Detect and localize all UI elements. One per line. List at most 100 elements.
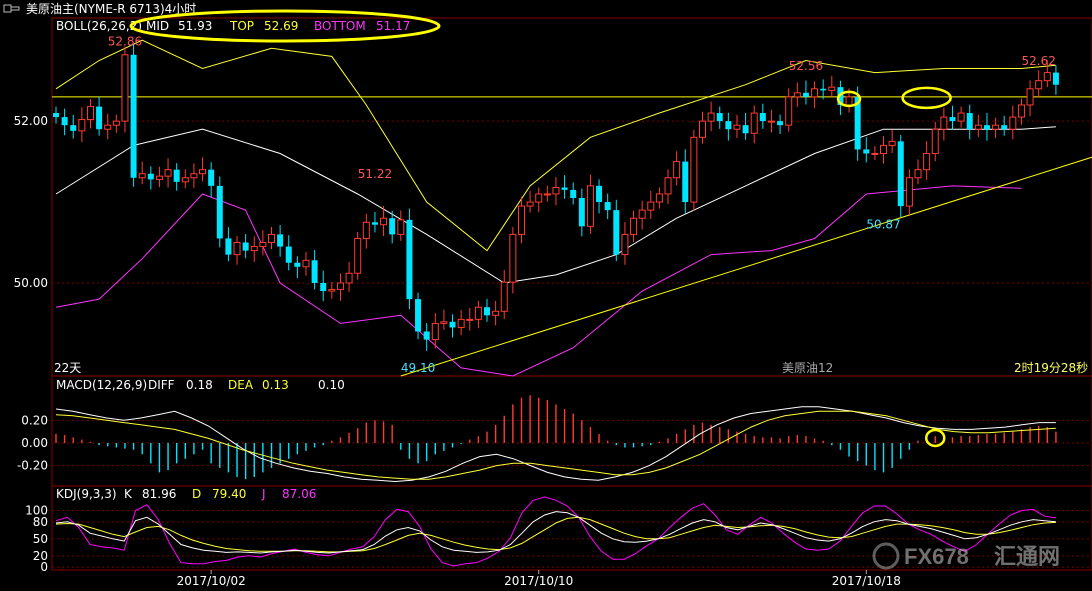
candle[interactable]	[285, 235, 292, 271]
candle[interactable]	[233, 236, 241, 265]
candle[interactable]	[121, 46, 129, 133]
candle[interactable]	[53, 106, 59, 124]
candle[interactable]	[777, 114, 784, 135]
candle[interactable]	[974, 114, 982, 137]
candle[interactable]	[966, 104, 973, 140]
candle[interactable]	[199, 157, 207, 182]
candle[interactable]	[517, 196, 525, 244]
candle[interactable]	[164, 158, 172, 188]
candle[interactable]	[905, 169, 913, 215]
candle[interactable]	[1026, 80, 1034, 117]
candle[interactable]	[277, 225, 284, 257]
macd-panel[interactable]	[55, 395, 1057, 483]
candle[interactable]	[216, 176, 223, 248]
candle[interactable]	[673, 151, 681, 186]
candle[interactable]	[138, 161, 146, 185]
kdj-panel[interactable]	[55, 496, 1056, 567]
candle[interactable]	[880, 136, 888, 164]
candle[interactable]	[759, 103, 766, 129]
candle[interactable]	[457, 309, 465, 336]
candle[interactable]	[655, 187, 663, 209]
candle[interactable]	[415, 292, 422, 340]
candle[interactable]	[535, 187, 543, 213]
candle[interactable]	[983, 112, 990, 141]
candle[interactable]	[621, 222, 629, 265]
candle[interactable]	[70, 114, 77, 139]
candle[interactable]	[871, 146, 879, 160]
candle[interactable]	[320, 270, 327, 302]
candle[interactable]	[1001, 115, 1008, 136]
candle[interactable]	[389, 210, 396, 244]
candle[interactable]	[406, 208, 413, 310]
candle[interactable]	[250, 236, 258, 262]
candle[interactable]	[1017, 98, 1025, 125]
candle[interactable]	[1043, 60, 1051, 88]
candle[interactable]	[647, 190, 655, 220]
candle[interactable]	[500, 269, 508, 319]
candle[interactable]	[931, 121, 939, 162]
candle[interactable]	[509, 226, 517, 294]
candle[interactable]	[311, 249, 318, 290]
candle[interactable]	[750, 105, 758, 144]
candle[interactable]	[61, 108, 68, 136]
candle[interactable]	[423, 323, 430, 351]
candle[interactable]	[793, 82, 801, 107]
candle[interactable]	[440, 309, 448, 330]
price-panel[interactable]: 52.86 51.22 49.10 52.56 50.87 52.62	[52, 35, 1092, 377]
candle[interactable]	[96, 97, 103, 136]
candle[interactable]	[638, 200, 646, 230]
candle[interactable]	[802, 80, 809, 105]
candle[interactable]	[725, 112, 732, 141]
candle[interactable]	[147, 166, 154, 190]
candle[interactable]	[854, 86, 861, 161]
candle[interactable]	[181, 169, 189, 189]
candle[interactable]	[957, 106, 965, 128]
candle[interactable]	[474, 300, 482, 329]
candle[interactable]	[380, 205, 388, 237]
candle[interactable]	[371, 211, 378, 233]
candle[interactable]	[699, 111, 706, 144]
candle[interactable]	[586, 174, 594, 235]
candle[interactable]	[664, 169, 672, 205]
candle[interactable]	[604, 193, 611, 220]
candle[interactable]	[742, 112, 749, 140]
candle[interactable]	[259, 230, 267, 256]
candle[interactable]	[208, 162, 215, 198]
candle[interactable]	[785, 88, 793, 132]
candle[interactable]	[242, 234, 249, 259]
candle[interactable]	[1035, 70, 1043, 98]
candle[interactable]	[888, 130, 896, 154]
candle[interactable]	[716, 106, 723, 129]
candle[interactable]	[578, 188, 585, 237]
candle[interactable]	[492, 300, 500, 326]
candle[interactable]	[820, 79, 827, 100]
candle[interactable]	[914, 159, 922, 185]
candle[interactable]	[190, 163, 198, 188]
candle[interactable]	[543, 185, 551, 202]
candle[interactable]	[1052, 65, 1059, 95]
candle[interactable]	[811, 81, 819, 109]
candle[interactable]	[682, 149, 689, 214]
candle[interactable]	[992, 117, 1000, 139]
candle[interactable]	[596, 179, 603, 214]
candle[interactable]	[552, 177, 560, 206]
candle[interactable]	[630, 210, 638, 243]
candle[interactable]	[225, 227, 232, 262]
candle[interactable]	[949, 105, 956, 131]
candle[interactable]	[707, 101, 715, 132]
candle[interactable]	[526, 190, 534, 213]
candle[interactable]	[336, 273, 344, 301]
candle[interactable]	[86, 99, 94, 129]
candle[interactable]	[828, 75, 836, 97]
candle[interactable]	[613, 199, 620, 262]
candle[interactable]	[897, 134, 904, 218]
candle[interactable]	[302, 251, 310, 276]
candle[interactable]	[78, 107, 86, 143]
candle[interactable]	[354, 231, 362, 280]
candle[interactable]	[104, 113, 112, 140]
window-icon[interactable]	[3, 4, 20, 13]
candle[interactable]	[484, 298, 490, 322]
candle[interactable]	[112, 114, 120, 133]
candle[interactable]	[397, 210, 405, 241]
